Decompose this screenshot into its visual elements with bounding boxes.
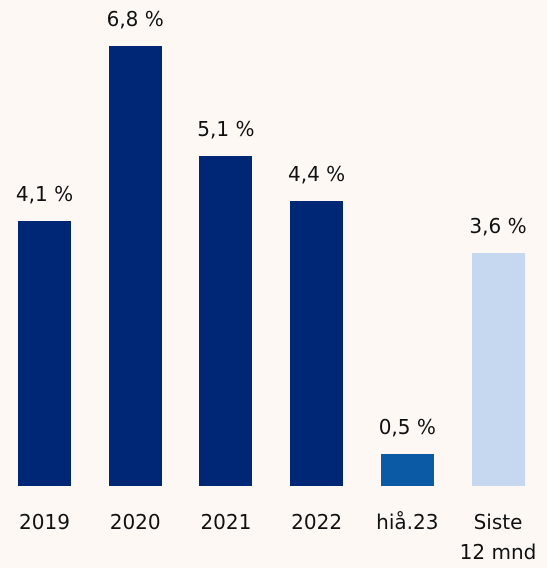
x-tick-label: 2021 <box>200 510 252 534</box>
x-tick-label: 2020 <box>109 510 161 534</box>
bar <box>18 220 71 486</box>
x-tick-label: Siste 12 mnd <box>459 510 537 564</box>
x-tick-label: hiå.23 <box>376 510 439 534</box>
value-label: 5,1 % <box>197 117 255 141</box>
bar <box>108 46 162 486</box>
bar <box>471 253 525 486</box>
x-tick-label: 2019 <box>19 510 70 534</box>
bar <box>290 201 344 486</box>
bar <box>380 453 434 486</box>
value-label: 6,8 % <box>106 7 164 31</box>
value-label: 0,5 % <box>378 414 436 439</box>
value-label: 4,1 % <box>15 181 74 206</box>
bar <box>199 156 253 486</box>
value-label: 3,6 % <box>469 214 527 239</box>
x-tick-label: 2022 <box>291 510 343 534</box>
value-label: 4,4 % <box>288 162 346 187</box>
